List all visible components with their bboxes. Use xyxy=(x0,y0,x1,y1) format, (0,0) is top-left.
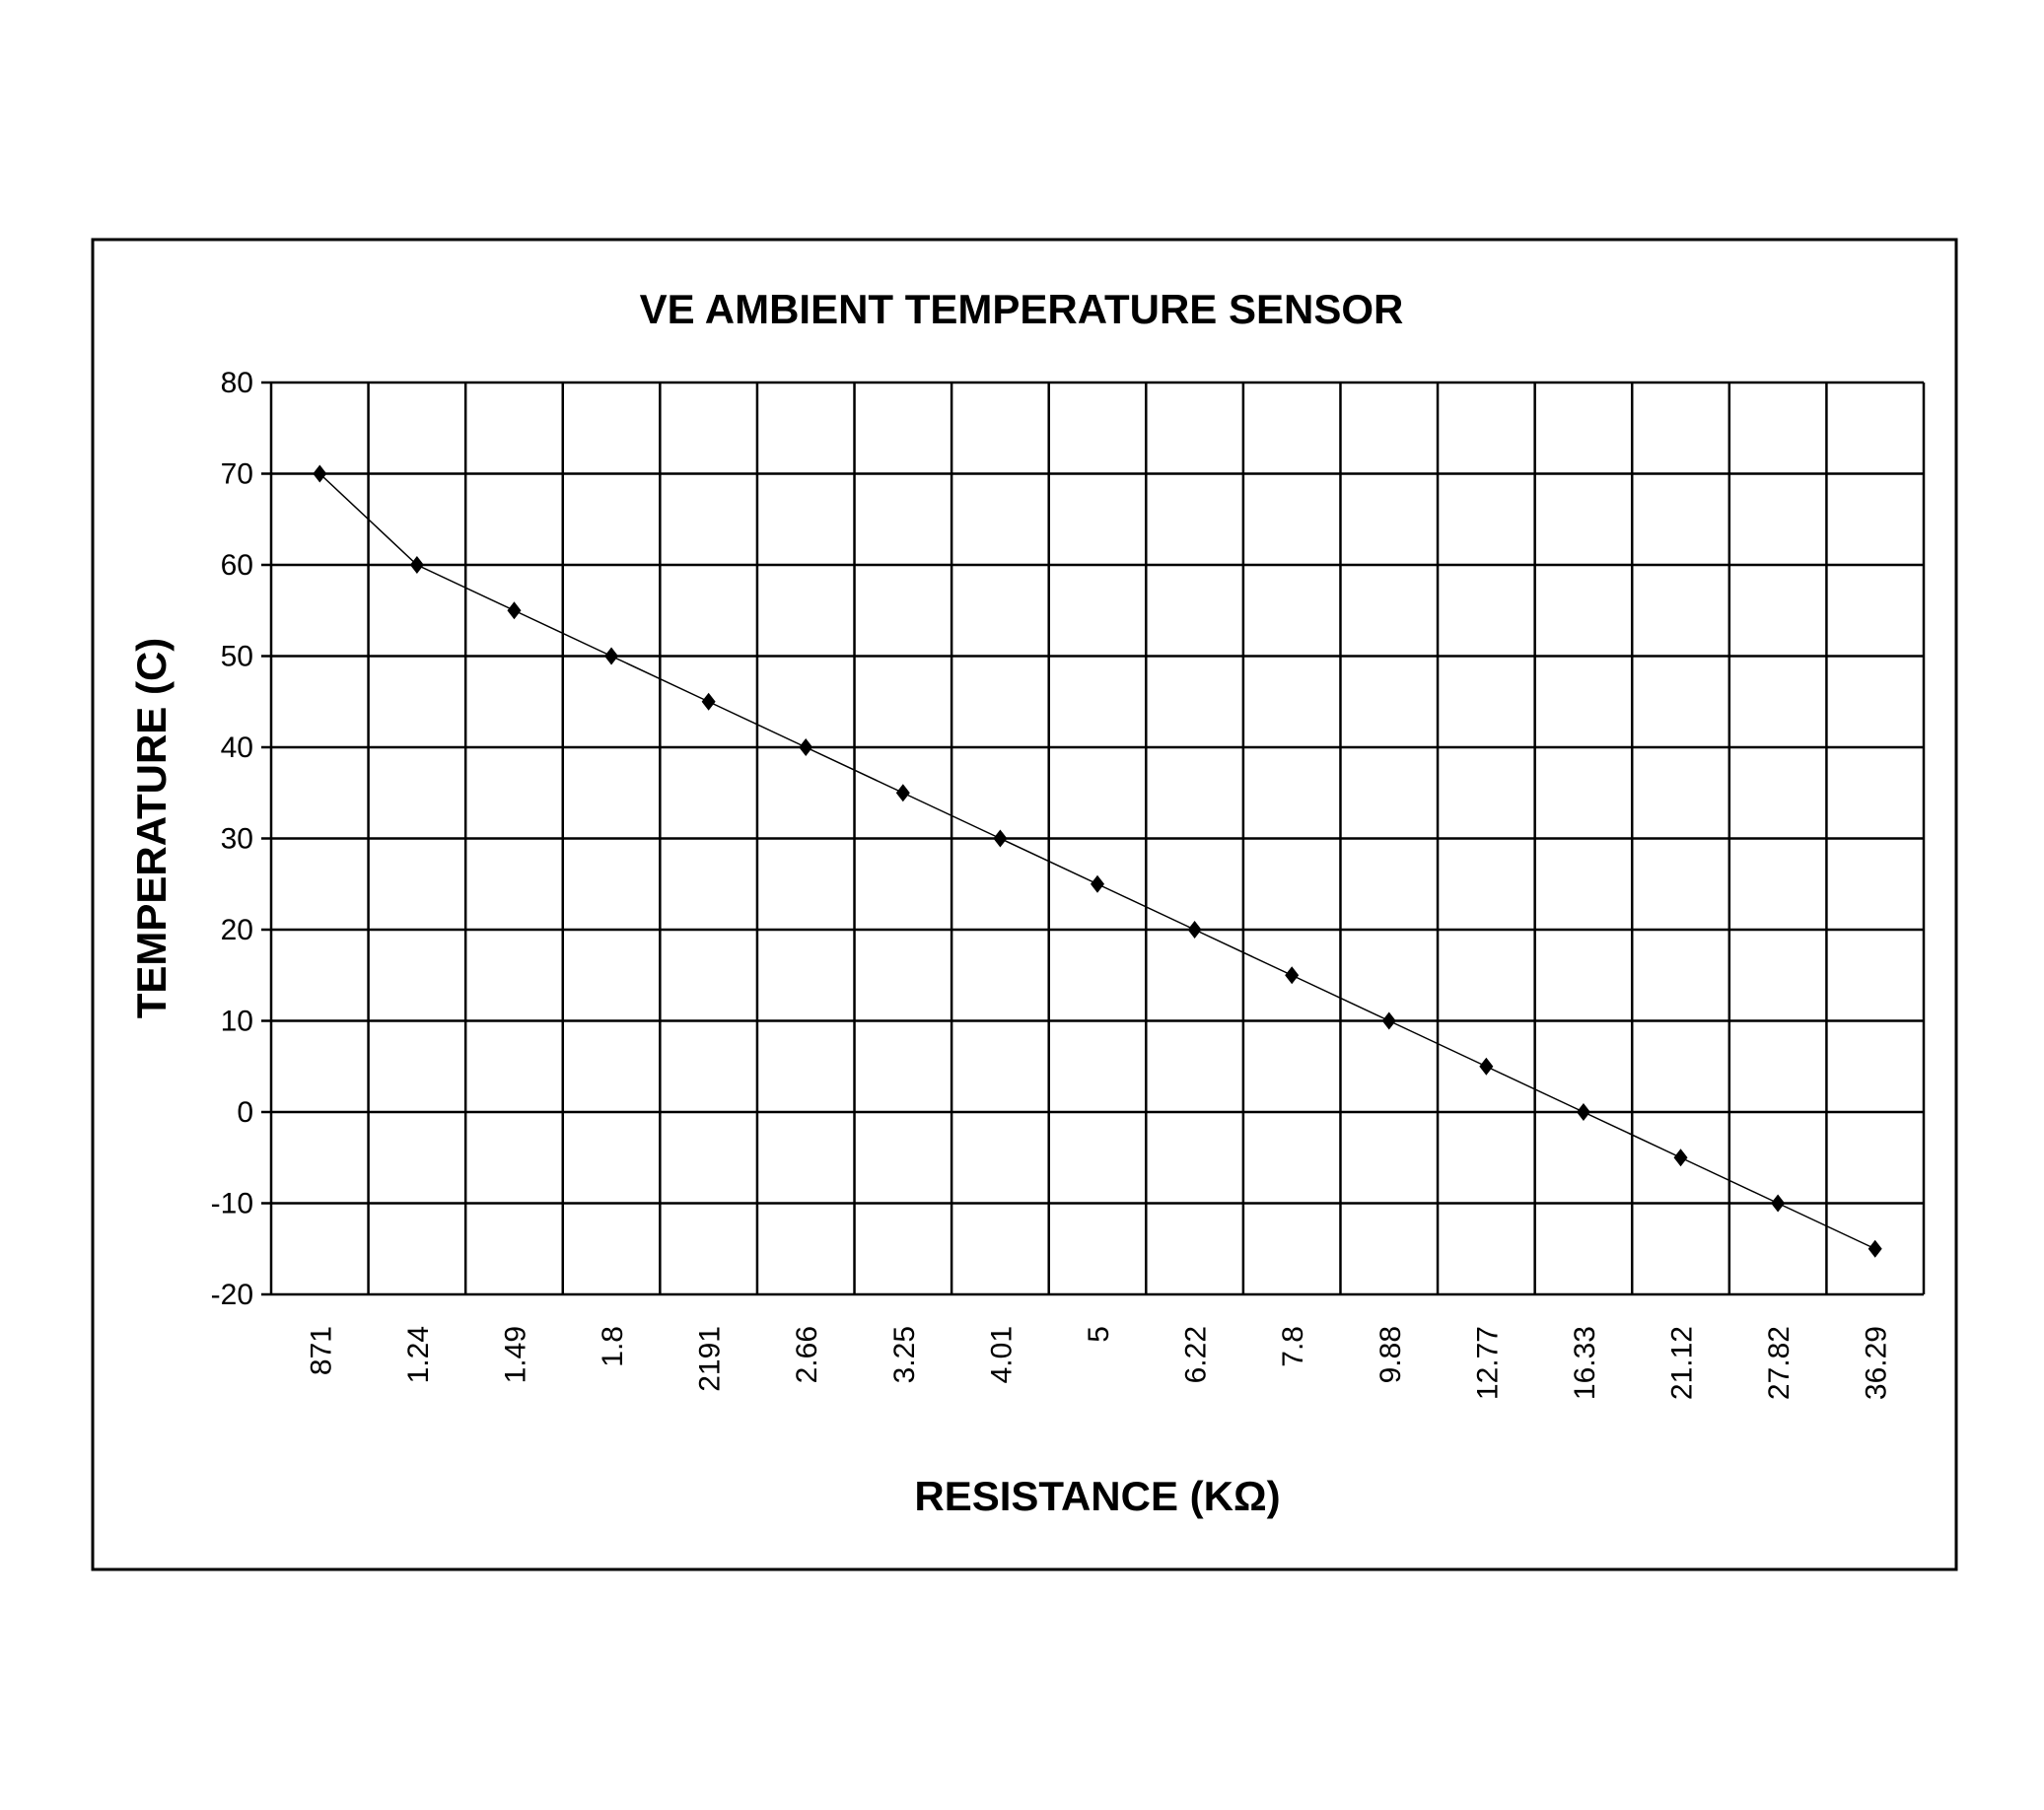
x-tick-label: 1.24 xyxy=(402,1326,435,1383)
data-point xyxy=(1771,1194,1786,1213)
data-point xyxy=(507,601,522,620)
y-tick-label: 10 xyxy=(221,1006,253,1038)
y-tick-label: 80 xyxy=(221,367,253,399)
x-axis-ticks: 871 1.24 1.49 1.8 2191 2.66 3.25 4.01 5 6.22 7.8 9.… xyxy=(305,1326,1892,1400)
x-tick-label: 871 xyxy=(305,1326,337,1375)
x-tick-label: 27.82 xyxy=(1763,1326,1796,1400)
x-tick-label: 4.01 xyxy=(985,1326,1018,1383)
data-point xyxy=(313,464,327,483)
data-point xyxy=(1673,1149,1688,1167)
y-axis-ticks: 80 70 60 50 40 30 20 10 0 -10 -20 xyxy=(211,367,253,1311)
x-tick-label: 1.8 xyxy=(597,1326,629,1367)
data-point xyxy=(1381,1011,1396,1030)
chart-frame xyxy=(91,238,1958,1571)
y-tick-label: 20 xyxy=(221,914,253,946)
y-tick-label: 30 xyxy=(221,823,253,856)
x-tick-label: 3.25 xyxy=(888,1326,921,1383)
data-point xyxy=(1576,1103,1590,1121)
y-tick-label: -10 xyxy=(211,1188,253,1220)
grid xyxy=(261,381,1926,1296)
y-tick-label: 70 xyxy=(221,458,253,491)
chart-title: VE AMBIENT TEMPERATURE SENSOR xyxy=(640,286,1404,332)
x-tick-label: 5 xyxy=(1083,1326,1115,1343)
data-point xyxy=(1091,874,1104,893)
y-tick-label: 60 xyxy=(221,549,253,582)
data-point xyxy=(993,829,1008,848)
x-tick-label: 16.33 xyxy=(1569,1326,1601,1400)
y-tick-label: 40 xyxy=(221,731,253,764)
x-tick-label: 9.88 xyxy=(1374,1326,1407,1383)
x-tick-label: 21.12 xyxy=(1666,1326,1699,1400)
data-point xyxy=(1479,1057,1494,1076)
x-tick-label: 1.49 xyxy=(499,1326,531,1383)
x-tick-label: 36.29 xyxy=(1861,1326,1893,1400)
y-axis-label: TEMPERATURE (C) xyxy=(128,638,175,1019)
x-tick-label: 7.8 xyxy=(1277,1326,1309,1367)
data-point xyxy=(799,738,813,756)
y-tick-label: 50 xyxy=(221,641,253,673)
x-tick-label: 6.22 xyxy=(1180,1326,1213,1383)
y-tick-label: -20 xyxy=(211,1279,253,1311)
x-tick-label: 2191 xyxy=(694,1326,727,1392)
data-point xyxy=(1285,966,1300,985)
x-tick-label: 2.66 xyxy=(791,1326,823,1383)
data-point xyxy=(1868,1239,1882,1258)
data-point xyxy=(604,647,619,665)
data-point xyxy=(895,784,910,802)
x-axis-label: RESISTANCE (KΩ) xyxy=(914,1473,1280,1519)
series-markers xyxy=(313,464,1882,1258)
data-point xyxy=(701,692,716,711)
x-tick-label: 12.77 xyxy=(1471,1326,1504,1400)
y-tick-label: 0 xyxy=(237,1096,253,1129)
data-point xyxy=(1187,921,1202,939)
data-point xyxy=(409,556,424,574)
